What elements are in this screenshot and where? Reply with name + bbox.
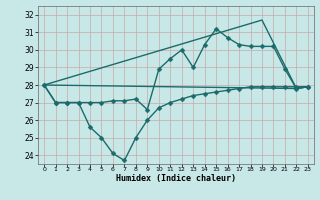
X-axis label: Humidex (Indice chaleur): Humidex (Indice chaleur) <box>116 174 236 183</box>
